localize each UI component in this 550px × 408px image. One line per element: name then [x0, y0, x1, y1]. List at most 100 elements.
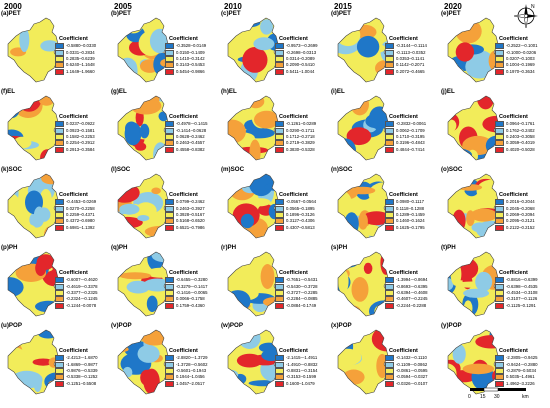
- legend-swatch: [165, 140, 174, 147]
- legend-swatch: [385, 302, 394, 309]
- legend-swatch: [275, 140, 284, 147]
- coefficient-zone: [448, 330, 468, 342]
- legend-swatch: [385, 199, 394, 206]
- legend-range: -0.1244–0.0078: [66, 302, 97, 308]
- coefficient-zone: [350, 96, 369, 116]
- legend-entry: 0.1896–0.3126: [275, 211, 330, 218]
- legend-entry: -0.3144–-0.1114: [385, 43, 440, 50]
- coefficient-zone: [26, 47, 37, 59]
- legend-entry: 0.2045–0.2068: [495, 205, 550, 212]
- legend-entry: -1.3728–-0.5602: [165, 361, 220, 368]
- coefficient-zone: [118, 334, 143, 342]
- panel-label: (a)PET: [1, 10, 21, 17]
- legend-swatch: [495, 211, 504, 218]
- coefficient-map: [227, 17, 279, 83]
- year-header-2015: 2015: [334, 2, 352, 11]
- legend-range: -2.8820–-1.3729: [176, 355, 208, 361]
- coefficient-zone: [338, 97, 345, 119]
- legend-swatch: [275, 146, 284, 153]
- map-panel-pet-2: (b)PET Coefficient -0.3528–0.0149 0.0150–0.…: [110, 10, 220, 88]
- legend-swatch: [275, 380, 284, 387]
- coefficient-zone: [338, 257, 358, 268]
- legend-swatch: [275, 374, 284, 381]
- coefficient-zone: [8, 18, 20, 31]
- map-legend: Coefficient -0.4453–0.0269 0.0270–0.2258 0.…: [55, 192, 110, 231]
- legend-swatch: [55, 146, 64, 153]
- map-legend: Coefficient 0.2016–0.2044 0.2045–0.2068 0.2…: [495, 192, 550, 231]
- coefficient-map: [447, 251, 499, 317]
- panel-label: (u)POP: [1, 322, 22, 329]
- legend-entry: 0.2122–0.2152: [495, 224, 550, 231]
- legend-range: 0.0799–0.2462: [176, 199, 205, 205]
- coefficient-zone: [33, 374, 42, 393]
- legend-entry: 0.0066–0.1758: [165, 296, 220, 303]
- legend-title: Coefficient: [169, 270, 198, 276]
- legend-range: 0.5454–0.9866: [176, 68, 205, 74]
- legend-swatch: [385, 361, 394, 368]
- legend-entry: -0.0594–-0.0327: [385, 374, 440, 381]
- map-legend: Coefficient -2.4213–-1.6870 -1.6869–-0.987…: [55, 348, 110, 387]
- legend-range: -0.4453–0.0269: [66, 199, 97, 205]
- legend-swatch: [165, 127, 174, 134]
- coefficient-zone: [338, 384, 345, 394]
- legend-entry: 0.2913–0.3584: [55, 146, 110, 153]
- legend-range: 0.3928–0.5167: [176, 211, 205, 217]
- legend-entry: -0.1109–-0.0862: [385, 361, 440, 368]
- legend-range: 0.1896–0.3126: [286, 211, 315, 217]
- legend-entry: 0.1142–0.2071: [385, 62, 440, 69]
- legend-entry: -0.1414–0.0628: [165, 127, 220, 134]
- coefficient-zone: [35, 260, 47, 276]
- legend-title: Coefficient: [279, 270, 308, 276]
- legend-range: 0.2090–0.5410: [286, 62, 315, 68]
- legend-swatch: [275, 121, 284, 128]
- legend-entry: -1.3994–-0.8694: [385, 277, 440, 284]
- map-panel-pet-1: (a)PET Coefficient -0.5880–0.0330 0.0331–0.…: [0, 10, 110, 88]
- panel-label: (k)SOC: [1, 166, 22, 173]
- legend-range: 0.1970–0.3634: [506, 68, 535, 74]
- legend-swatch: [55, 218, 64, 225]
- coefficient-zone: [228, 330, 246, 345]
- legend-range: -0.0326–-0.0107: [396, 380, 428, 386]
- legend-swatch: [275, 205, 284, 212]
- coefficient-zone: [452, 209, 466, 232]
- legend-swatch: [495, 277, 504, 284]
- legend-entry: 0.1625–0.1795: [385, 224, 440, 231]
- map-panel-el-1: (f)EL Coefficient 0.0237–0.0922 0.0923–0.15…: [0, 88, 110, 166]
- legend-swatch: [495, 146, 504, 153]
- coefficient-zone: [346, 127, 372, 146]
- legend-swatch: [275, 49, 284, 56]
- coefficient-zone: [19, 27, 30, 52]
- panel-label: (p)PH: [1, 244, 18, 251]
- north-arrow-icon: N: [513, 4, 538, 28]
- legend-range: 0.2259–0.4371: [66, 211, 95, 217]
- legend-entry: -0.4453–0.0269: [55, 199, 110, 206]
- legend-swatch: [385, 55, 394, 62]
- legend-range: 0.4307–0.5813: [286, 224, 315, 230]
- coefficient-zone: [368, 182, 388, 206]
- legend-swatch: [385, 218, 394, 225]
- coefficient-zone: [228, 20, 240, 34]
- legend-swatch: [55, 199, 64, 206]
- legend-title: Coefficient: [279, 36, 308, 42]
- legend-entry: -2.4213–-1.6870: [55, 355, 110, 362]
- legend-swatch: [495, 49, 504, 56]
- legend-swatch: [385, 140, 394, 147]
- legend-entry: -0.4619–-0.3378: [55, 283, 110, 290]
- year-header-2020: 2020: [444, 2, 462, 11]
- scale-unit: km: [522, 394, 529, 400]
- legend-range: 0.2463–0.4557: [176, 140, 205, 146]
- legend-swatch: [495, 367, 504, 374]
- map-legend: Coefficient -2.1415–-1.4911 -1.4910–-0.883…: [275, 348, 330, 387]
- legend-entry: -0.3727–-0.2285: [275, 289, 330, 296]
- coefficient-map: [117, 329, 169, 395]
- coefficient-zone: [146, 295, 158, 312]
- coefficient-map: [447, 329, 499, 395]
- coefficient-zone: [273, 252, 278, 262]
- legend-range: -0.0594–-0.0327: [396, 374, 428, 380]
- coefficient-map: [447, 17, 499, 83]
- legend-entry: -1.6869–-0.9877: [55, 361, 110, 368]
- legend-range: -0.3144–-0.1114: [396, 43, 427, 49]
- legend-range: -0.3279–-0.1417: [176, 283, 208, 289]
- coefficient-zone: [228, 174, 239, 185]
- coefficient-zone: [351, 277, 369, 302]
